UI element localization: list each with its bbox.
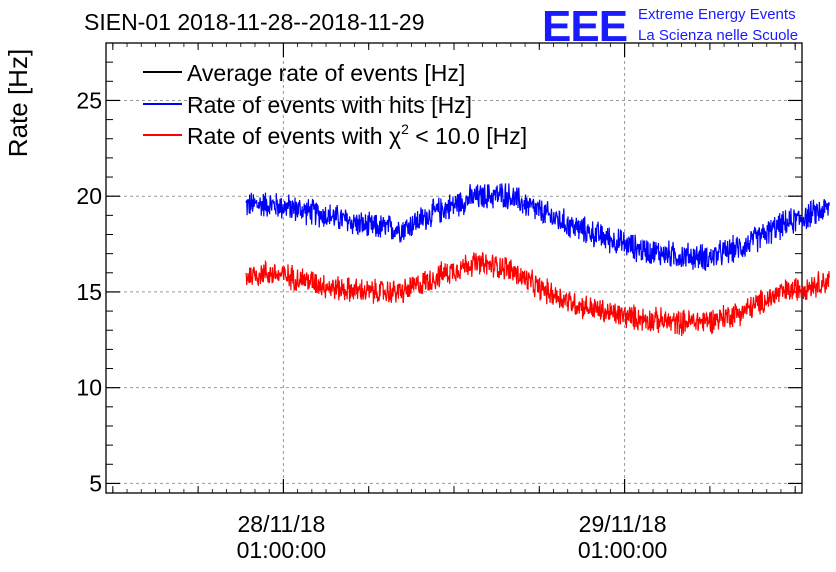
x-tick-label-time: 01:00:00 bbox=[578, 537, 668, 563]
y-tick-label: 5 bbox=[89, 470, 102, 496]
series-line-2 bbox=[245, 252, 830, 336]
legend-label-chi2: Rate of events with χ2 < 10.0 [Hz] bbox=[187, 121, 527, 149]
series-layer bbox=[245, 183, 830, 336]
y-tick-label: 15 bbox=[76, 279, 102, 305]
series-line-1 bbox=[245, 183, 830, 271]
eee-logo-line2: La Scienza nelle Scuole bbox=[638, 27, 798, 44]
legend-label-chi2-exp: 2 bbox=[401, 121, 409, 137]
axis-ticks: 51015202528/11/1801:00:0029/11/1801:00:0… bbox=[76, 42, 802, 563]
y-tick-label: 10 bbox=[76, 375, 102, 401]
x-tick-label-date: 29/11/18 bbox=[579, 511, 667, 537]
legend-label-chi2-suffix: < 10.0 [Hz] bbox=[409, 123, 527, 149]
x-tick-label-date: 28/11/18 bbox=[237, 511, 325, 537]
x-tick-label-time: 01:00:00 bbox=[237, 537, 327, 563]
y-axis-label: Rate [Hz] bbox=[3, 49, 33, 157]
chart-title: SIEN-01 2018-11-28--2018-11-29 bbox=[84, 9, 425, 35]
y-tick-label: 20 bbox=[76, 183, 102, 209]
legend-label-average: Average rate of events [Hz] bbox=[187, 60, 465, 86]
grid bbox=[106, 43, 802, 493]
legend-label-chi2-symbol: χ bbox=[389, 123, 401, 149]
legend: Average rate of events [Hz] Rate of even… bbox=[143, 60, 527, 149]
eee-logo: EEE Extreme Energy Events La Scienza nel… bbox=[542, 2, 798, 51]
eee-logo-line1: Extreme Energy Events bbox=[638, 6, 796, 23]
legend-label-hits: Rate of events with hits [Hz] bbox=[187, 92, 472, 118]
y-tick-label: 25 bbox=[76, 87, 102, 113]
legend-label-chi2-prefix: Rate of events with bbox=[187, 123, 389, 149]
